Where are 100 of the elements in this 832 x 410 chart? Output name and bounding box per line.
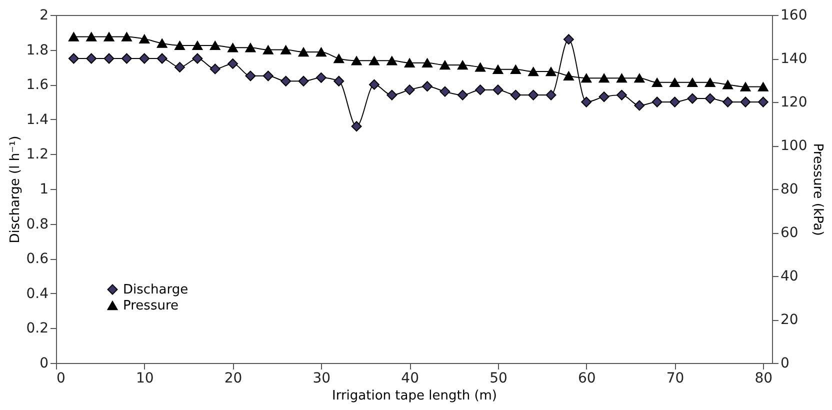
point [139,53,150,64]
point [758,96,768,108]
point [563,34,574,45]
y-tick-label: 1 [40,182,48,198]
point [192,40,203,50]
y-tick-label: 0 [40,356,48,372]
y2-tick-label: 60 [780,225,798,241]
point [422,58,432,68]
point [351,121,362,132]
point [722,96,734,108]
point [174,62,185,72]
legend-label: Discharge [123,282,188,298]
point [228,58,238,69]
point [280,76,292,86]
y-tick-label: 1.4 [26,112,49,128]
point [440,86,450,97]
point [616,90,627,100]
point [298,76,309,86]
point [156,53,168,64]
point [404,58,415,68]
y-axis-title: Discharge (l h⁻¹) [8,136,24,244]
point [156,38,168,48]
point [740,82,751,92]
point [457,90,468,100]
point [528,90,539,100]
point [563,71,574,81]
point [422,81,432,92]
x-tick-label: 0 [56,370,66,386]
point [581,73,592,83]
point [546,66,556,76]
point [104,32,114,42]
x-tick-label: 70 [666,370,684,386]
point [368,79,380,90]
point [404,84,415,96]
y2-tick-label: 0 [780,356,790,372]
point [210,40,220,50]
point [386,90,398,100]
point [670,96,680,108]
x-tick-label: 80 [754,370,773,386]
point [121,32,132,42]
point [598,92,610,102]
point [740,96,751,108]
x-tick-label: 50 [490,370,508,386]
point [334,76,344,86]
point [210,64,220,74]
point [704,93,716,104]
point [510,64,521,74]
point [722,80,734,90]
y2-tick-label: 160 [780,8,808,24]
y-tick-label: 0.8 [26,216,48,232]
point [475,62,486,72]
point [262,70,274,82]
y-tick-label: 1.6 [26,77,49,94]
point [351,56,362,66]
y2-axis-title: Pressure (kPa) [810,143,826,236]
point [670,78,680,88]
x-tick-label: 40 [401,370,419,386]
point [86,32,97,42]
point [704,78,716,88]
point [616,73,627,83]
y2-tick-label: 20 [780,312,798,328]
point [139,34,150,44]
x-axis-title: Irrigation tape length (m) [332,388,497,404]
point [440,60,450,70]
point [280,45,292,54]
point [121,53,132,64]
point [492,84,504,96]
point [687,78,698,88]
x-tick-label: 60 [578,370,596,386]
point [298,47,309,57]
point [68,53,79,64]
point [368,56,380,66]
y-tick-label: 0.6 [26,251,49,268]
point [457,60,468,70]
point [192,53,203,64]
point [174,40,185,50]
point [758,82,768,92]
point [245,70,256,82]
x-tick-label: 20 [224,370,242,386]
point [316,72,326,83]
x-tick-label: 10 [136,370,154,386]
point [652,78,662,88]
point [634,73,645,83]
y2-tick-label: 120 [780,94,808,110]
point [528,66,539,76]
y2-tick-label: 100 [780,138,808,154]
point [245,43,256,52]
point [316,47,326,57]
point [652,96,662,108]
point [104,53,114,64]
point [386,56,398,66]
point [687,93,698,104]
point [510,90,521,100]
y-tick-label: 0.2 [26,320,48,337]
point [475,84,486,96]
point [86,53,97,64]
point [634,100,645,111]
point [68,32,79,42]
x-tick-label: 30 [312,370,331,386]
point [598,73,610,83]
